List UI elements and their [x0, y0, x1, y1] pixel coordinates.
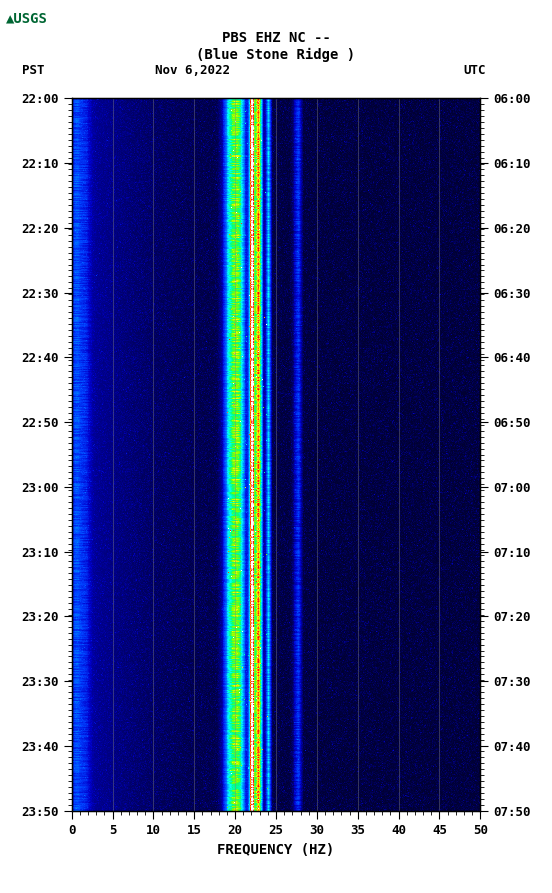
Text: PBS EHZ NC --: PBS EHZ NC --	[221, 31, 331, 46]
X-axis label: FREQUENCY (HZ): FREQUENCY (HZ)	[217, 843, 335, 856]
Text: PST: PST	[22, 64, 45, 77]
Text: ▲USGS: ▲USGS	[7, 12, 48, 26]
Text: (Blue Stone Ridge ): (Blue Stone Ridge )	[197, 48, 355, 63]
Text: Nov 6,2022: Nov 6,2022	[155, 64, 230, 77]
Text: UTC: UTC	[463, 64, 486, 77]
